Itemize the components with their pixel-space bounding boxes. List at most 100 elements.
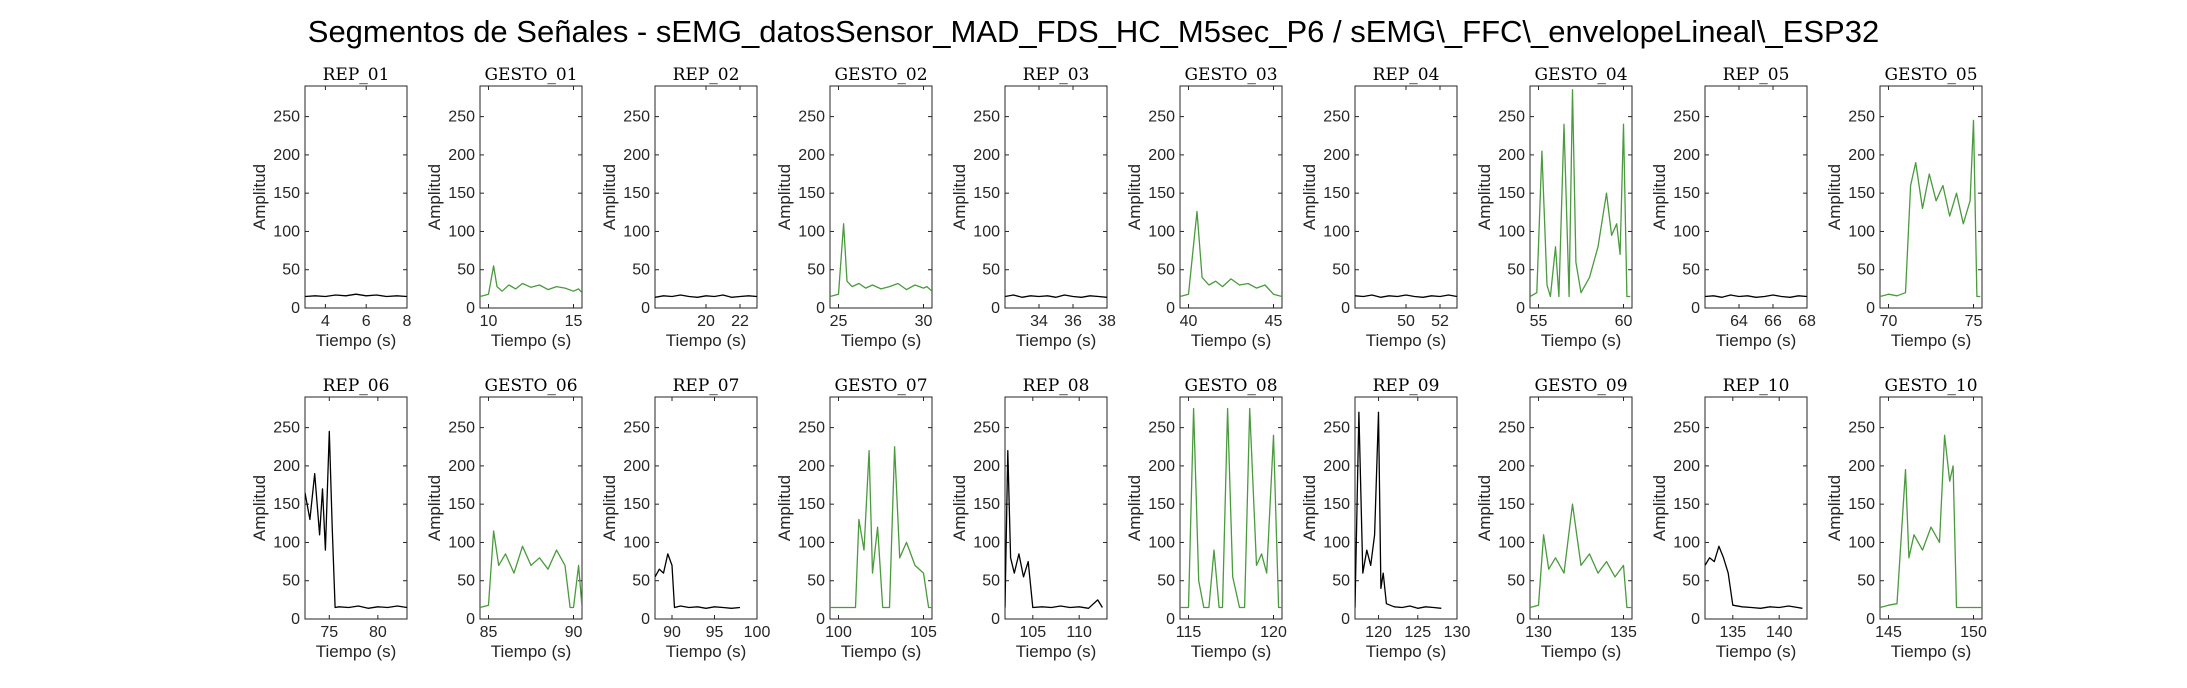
y-axis-label: Amplitud <box>1475 475 1494 541</box>
axes-frame <box>1704 85 1808 309</box>
y-tick-label: 0 <box>1516 611 1525 628</box>
y-tick-label: 50 <box>282 573 300 590</box>
y-tick-label: 150 <box>1673 185 1700 202</box>
y-tick-label: 250 <box>1498 420 1525 437</box>
x-axis-label: Tiempo (s) <box>316 331 397 350</box>
y-tick-label: 50 <box>632 262 650 279</box>
y-tick-label: 250 <box>798 109 825 126</box>
x-axis-label: Tiempo (s) <box>841 331 922 350</box>
y-axis-label: Amplitud <box>1125 475 1144 541</box>
x-tick-label: 120 <box>1260 624 1287 641</box>
x-axis-label: Tiempo (s) <box>1541 331 1622 350</box>
y-tick-label: 50 <box>632 573 650 590</box>
y-axis-label: Amplitud <box>1650 475 1669 541</box>
x-axis-label: Tiempo (s) <box>1716 642 1797 661</box>
y-tick-label: 250 <box>1323 109 1350 126</box>
y-tick-label: 250 <box>1848 420 1875 437</box>
y-tick-label: 200 <box>623 458 650 475</box>
y-tick-label: 100 <box>973 534 1000 551</box>
axes-frame <box>1879 396 1983 620</box>
y-tick-label: 150 <box>973 496 1000 513</box>
subplot-title: GESTO_05 <box>1884 65 1977 85</box>
x-tick-label: 20 <box>697 313 715 330</box>
y-tick-label: 100 <box>448 534 475 551</box>
y-tick-label: 100 <box>273 223 300 240</box>
y-tick-label: 100 <box>798 223 825 240</box>
y-tick-label: 0 <box>991 611 1000 628</box>
y-tick-label: 200 <box>1848 458 1875 475</box>
y-tick-label: 50 <box>1157 262 1175 279</box>
y-tick-label: 0 <box>1866 300 1875 317</box>
y-tick-label: 100 <box>798 534 825 551</box>
y-axis-label: Amplitud <box>425 475 444 541</box>
x-tick-label: 145 <box>1875 624 1902 641</box>
y-tick-label: 100 <box>273 534 300 551</box>
axes-frame <box>1529 85 1633 309</box>
x-tick-label: 130 <box>1444 624 1471 641</box>
gesto-signal-line <box>1180 210 1282 298</box>
y-tick-label: 250 <box>1323 420 1350 437</box>
x-tick-label: 15 <box>565 313 583 330</box>
y-tick-label: 150 <box>1673 496 1700 513</box>
y-axis-label: Amplitud <box>1125 164 1144 230</box>
x-tick-label: 60 <box>1615 313 1633 330</box>
x-axis-label: Tiempo (s) <box>1016 331 1097 350</box>
x-tick-label: 100 <box>825 624 852 641</box>
x-tick-label: 150 <box>1960 624 1987 641</box>
x-axis-label: Tiempo (s) <box>1366 331 1447 350</box>
y-tick-label: 250 <box>1148 420 1175 437</box>
axes-frame <box>1004 396 1108 620</box>
y-tick-label: 250 <box>1148 109 1175 126</box>
x-tick-label: 75 <box>320 624 338 641</box>
rep-signal-line <box>1005 294 1107 298</box>
y-axis-label: Amplitud <box>250 164 269 230</box>
subplot-title: REP_03 <box>1023 65 1090 85</box>
rep-signal-line <box>305 293 407 298</box>
y-tick-label: 100 <box>1848 223 1875 240</box>
y-axis-label: Amplitud <box>600 475 619 541</box>
x-tick-label: 38 <box>1098 313 1116 330</box>
x-axis-label: Tiempo (s) <box>1716 331 1797 350</box>
axes-frame <box>479 85 583 309</box>
x-tick-label: 52 <box>1431 313 1449 330</box>
x-tick-label: 130 <box>1525 624 1552 641</box>
y-tick-label: 250 <box>273 109 300 126</box>
axes-frame <box>479 396 583 620</box>
y-tick-label: 200 <box>1148 458 1175 475</box>
x-tick-label: 90 <box>565 624 583 641</box>
y-tick-label: 0 <box>816 611 825 628</box>
subplot-title: GESTO_09 <box>1534 376 1627 396</box>
axes-frame <box>654 85 758 309</box>
y-axis-label: Amplitud <box>950 475 969 541</box>
rep-signal-line <box>1705 294 1807 298</box>
gesto-signal-line <box>1880 119 1981 298</box>
y-tick-label: 0 <box>1691 611 1700 628</box>
axes-frame <box>1179 85 1283 309</box>
y-axis-label: Amplitud <box>1825 475 1844 541</box>
y-tick-label: 150 <box>1323 496 1350 513</box>
rep-signal-line <box>655 294 757 298</box>
x-tick-label: 6 <box>362 313 371 330</box>
x-tick-label: 110 <box>1066 624 1092 641</box>
x-axis-label: Tiempo (s) <box>1891 331 1972 350</box>
x-tick-label: 80 <box>369 624 387 641</box>
axes-frame <box>829 85 933 309</box>
subplot-title: GESTO_01 <box>484 65 577 85</box>
x-axis-label: Tiempo (s) <box>666 642 747 661</box>
y-tick-label: 100 <box>1498 534 1525 551</box>
y-tick-label: 150 <box>1148 496 1175 513</box>
x-tick-label: 34 <box>1030 313 1048 330</box>
subplot-rep-01: REP_01 0 50 100 150 200 250 4 6 8 Tiempo (s) Amplit… <box>250 65 412 350</box>
axes-frame <box>654 396 758 620</box>
y-tick-label: 150 <box>1498 185 1525 202</box>
x-tick-label: 8 <box>403 313 412 330</box>
y-axis-label: Amplitud <box>1475 164 1494 230</box>
rep-signal-line <box>1705 545 1803 609</box>
